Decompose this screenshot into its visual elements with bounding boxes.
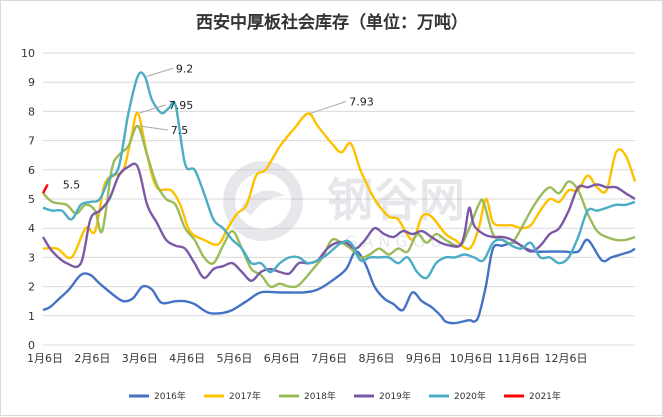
x-tick-label: 9月6日	[406, 352, 442, 365]
legend-label: 2018年	[304, 390, 336, 402]
y-tick-label: 0	[28, 339, 35, 352]
x-tick-label: 12月6日	[544, 352, 587, 365]
y-tick-label: 10	[21, 47, 35, 60]
series-line-4	[42, 71, 636, 280]
legend-label: 2016年	[154, 390, 186, 402]
watermark-latin: GANGGU	[345, 232, 447, 251]
y-tick-label: 3	[28, 251, 35, 264]
x-tick-label: 10月6日	[450, 352, 493, 365]
legend-label: 2017年	[229, 390, 261, 402]
annotation-leader	[310, 100, 347, 114]
annotation-leader	[139, 104, 166, 114]
y-tick-label: 2	[28, 281, 35, 294]
annotation-label: 5.5	[63, 178, 81, 191]
series-lines	[41, 71, 637, 325]
x-tick-label: 7月6日	[311, 352, 347, 365]
series-line-1	[42, 111, 637, 260]
x-tick-label: 8月6日	[359, 352, 395, 365]
x-tick-label: 1月6日	[27, 352, 63, 365]
chart-title: 西安中厚板社会库存（单位：万吨）	[196, 12, 468, 33]
y-axis-ticks: 0 1 2 3 4 5 6 7 8 9 10	[21, 47, 35, 352]
annotation-label: 7.95	[169, 99, 194, 112]
x-tick-label: 2月6日	[74, 352, 110, 365]
annotation-leader	[139, 125, 168, 131]
x-axis-ticks: 1月6日 2月6日 3月6日 4月6日 5月6日 6月6日 7月6日 8月6日 9月6日 10月6…	[27, 352, 587, 365]
x-tick-label: 3月6日	[122, 352, 158, 365]
data-annotations: 9.2 7.95 7.5 7.93 5.5	[63, 62, 374, 191]
series-line-0	[42, 238, 636, 325]
annotation-label: 9.2	[176, 62, 194, 75]
y-tick-label: 8	[28, 105, 35, 118]
legend-label: 2020年	[454, 390, 486, 402]
annotation-label: 7.93	[349, 95, 374, 108]
legend: 2016年 2017年 2018年 2019年 2020年 2021年	[129, 390, 561, 402]
y-tick-label: 6	[28, 164, 35, 177]
legend-label: 2021年	[529, 390, 561, 402]
x-tick-label: 6月6日	[264, 352, 300, 365]
y-tick-label: 5	[28, 193, 35, 206]
annotation-label: 7.5	[171, 124, 189, 137]
x-tick-label: 5月6日	[216, 352, 252, 365]
series-line-5	[41, 183, 49, 194]
annotation-leader	[146, 67, 173, 77]
x-tick-label: 11月6日	[497, 352, 540, 365]
x-tick-label: 4月6日	[169, 352, 205, 365]
y-tick-label: 9	[28, 76, 35, 89]
legend-label: 2019年	[379, 390, 411, 402]
y-tick-label: 1	[28, 310, 35, 323]
y-tick-label: 4	[28, 222, 35, 235]
watermark-logo: 钢谷网 GANGGU	[223, 161, 465, 251]
y-tick-label: 7	[28, 135, 35, 148]
